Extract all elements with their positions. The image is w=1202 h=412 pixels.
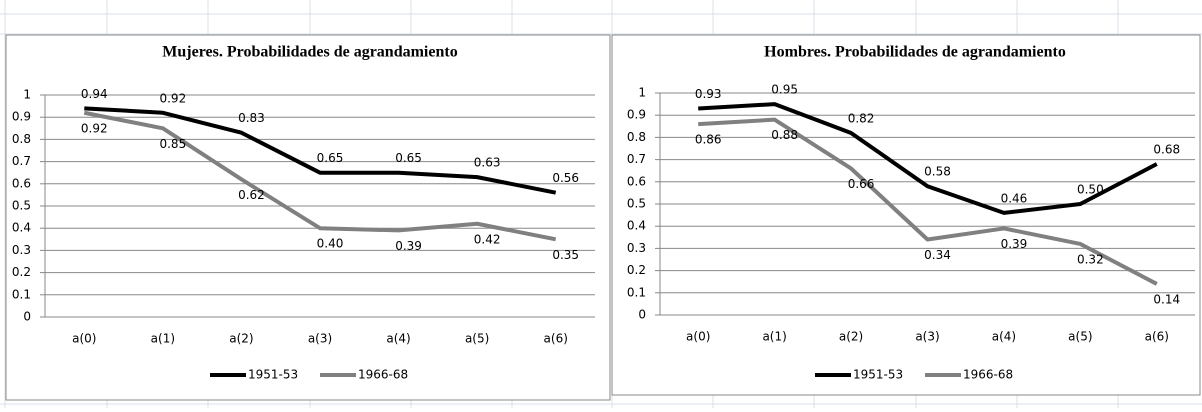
x-tick-label: a(0) [72,332,96,346]
data-label: 0.92 [159,91,186,105]
data-label: 0.66 [848,177,875,191]
data-label: 0.65 [395,151,422,165]
data-label: 0.65 [317,151,344,165]
data-label: 0.42 [474,232,501,246]
data-label: 0.39 [1001,237,1028,251]
series-line [84,106,557,195]
y-tick-label: 0.9 [12,110,31,124]
x-tick-label: a(1) [762,330,786,344]
chart-frame [611,34,1201,396]
y-tick-label: 0.6 [627,174,646,188]
data-label: 0.62 [238,188,265,202]
legend-label: 1966-68 [963,368,1013,382]
x-tick-label: a(5) [465,332,489,346]
data-label: 0.58 [924,165,951,179]
y-tick-label: 0.2 [627,263,646,277]
y-tick-label: 0.2 [12,265,31,279]
legend-label: 1951-53 [853,368,903,382]
data-label: 0.88 [771,128,798,142]
x-tick-label: a(3) [915,330,939,344]
series-line [698,117,1158,286]
series-line [83,110,557,242]
chart-title: Hombres. Probabilidades de agrandamiento [764,44,1066,61]
y-tick-label: 0.8 [12,132,31,146]
data-label: 0.56 [552,171,579,185]
x-tick-label: a(2) [229,332,253,346]
data-label: 0.63 [474,156,501,170]
y-tick-label: 0.7 [627,152,646,166]
data-label: 0.92 [81,121,108,135]
y-tick-label: 0.8 [627,130,646,144]
data-label: 0.40 [317,237,344,251]
y-tick-label: 0.1 [627,285,646,299]
x-tick-label: a(3) [308,332,332,346]
data-label: 0.68 [1153,143,1180,157]
data-label: 0.32 [1077,252,1104,266]
x-tick-label: a(5) [1068,330,1092,344]
data-label: 0.14 [1153,292,1180,306]
y-tick-label: 0.6 [12,176,31,190]
x-tick-label: a(4) [992,330,1016,344]
y-tick-label: 0.4 [627,219,646,233]
y-tick-label: 0.5 [627,197,646,211]
data-label: 0.93 [695,87,722,101]
data-label: 0.39 [395,239,422,253]
data-label: 0.86 [695,133,722,147]
data-label: 0.95 [771,83,798,97]
y-tick-label: 0 [638,308,646,322]
y-tick-label: 0 [23,310,31,324]
chart-frame [5,34,611,401]
legend-label: 1951-53 [248,368,298,382]
y-tick-label: 0.7 [12,154,31,168]
y-tick-label: 0.1 [12,287,31,301]
y-tick-label: 1 [638,86,646,100]
y-tick-label: 0.5 [12,199,31,213]
y-tick-label: 1 [23,88,31,102]
data-label: 0.34 [924,248,951,262]
x-tick-label: a(6) [544,332,568,346]
x-tick-label: a(2) [839,330,863,344]
data-label: 0.50 [1077,183,1104,197]
data-label: 0.46 [1001,191,1028,205]
x-tick-label: a(0) [686,330,710,344]
chart-title: Mujeres. Probabilidades de agrandamiento [162,44,457,61]
data-label: 0.83 [238,111,265,125]
x-tick-label: a(6) [1145,330,1169,344]
x-tick-label: a(4) [386,332,410,346]
y-tick-label: 0.3 [12,243,31,257]
legend-label: 1966-68 [358,368,408,382]
y-tick-label: 0.9 [627,108,646,122]
data-label: 0.85 [159,137,186,151]
x-tick-label: a(1) [151,332,175,346]
data-label: 0.35 [552,248,579,262]
y-tick-label: 0.4 [12,221,31,235]
series-line [698,102,1158,215]
data-label: 0.82 [848,111,875,125]
data-label: 0.94 [81,87,108,101]
y-tick-label: 0.3 [627,241,646,255]
